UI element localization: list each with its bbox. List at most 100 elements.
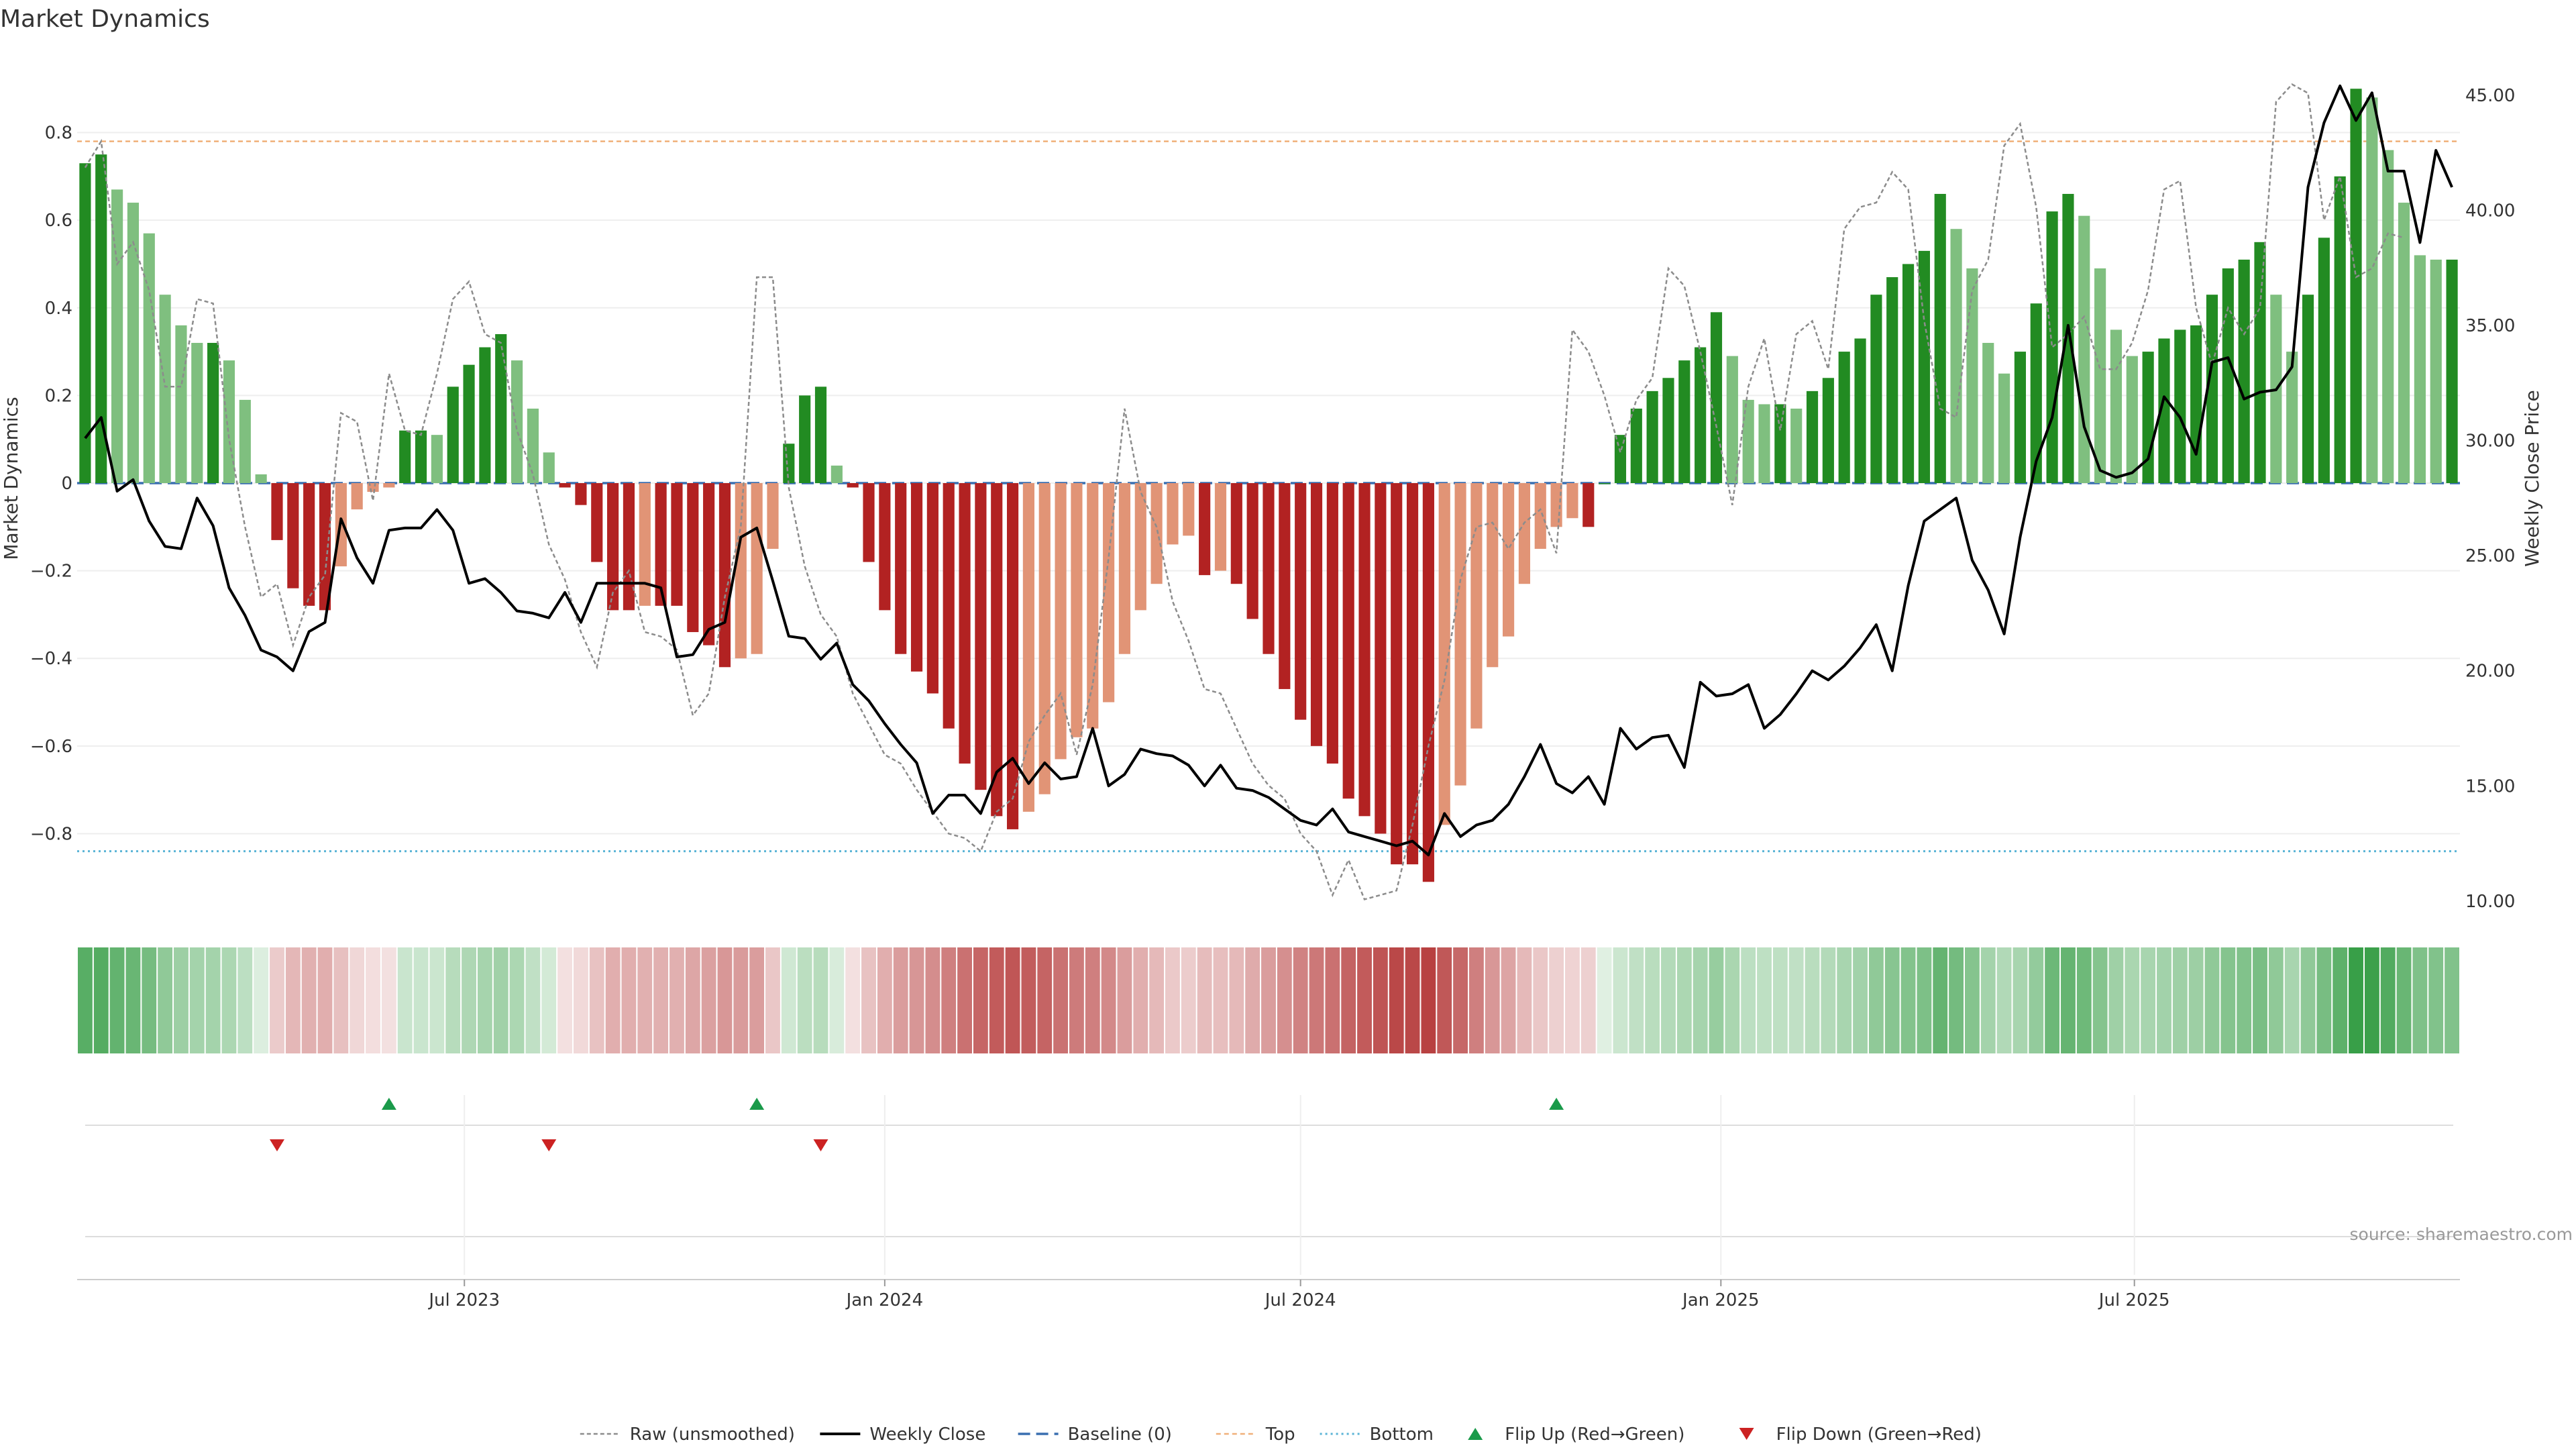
heat-cell-101 (1693, 947, 1708, 1053)
heat-cell-117 (1949, 947, 1964, 1053)
y2-tick-label-7: 45.00 (2465, 86, 2515, 106)
heat-cell-86 (1453, 947, 1468, 1053)
heat-cell-128 (2125, 947, 2140, 1053)
bar-53 (926, 483, 938, 694)
heat-cell-89 (1501, 947, 1516, 1053)
bar-32 (591, 483, 603, 562)
heat-cell-2 (109, 947, 125, 1053)
heat-cell-75 (1277, 947, 1292, 1053)
bar-131 (2174, 329, 2186, 483)
bar-101 (1695, 347, 1707, 483)
bar-59 (1022, 483, 1034, 812)
y-tick-label-8: 0.8 (45, 123, 72, 144)
heat-cell-11 (254, 947, 269, 1053)
bar-86 (1454, 483, 1466, 786)
legend-flip-up-swatch (1468, 1428, 1483, 1440)
heat-cell-121 (2012, 947, 2028, 1053)
y-tick-label-4: 0 (61, 474, 72, 494)
heat-cell-59 (1021, 947, 1036, 1053)
heat-cell-77 (1309, 947, 1324, 1053)
bar-56 (975, 483, 987, 790)
bar-20 (399, 430, 411, 483)
bar-114 (1902, 264, 1915, 483)
heat-cell-93 (1565, 947, 1580, 1053)
heat-cell-39 (701, 947, 716, 1053)
bar-90 (1518, 483, 1531, 584)
heat-cell-104 (1741, 947, 1756, 1053)
bar-92 (1550, 483, 1562, 527)
bar-43 (767, 483, 779, 549)
y2-tick-label-4: 30.00 (2465, 431, 2515, 452)
heat-cell-32 (589, 947, 604, 1053)
bar-39 (703, 483, 715, 645)
bar-148 (2446, 259, 2458, 483)
heat-cell-22 (429, 947, 445, 1053)
bar-109 (1822, 378, 1834, 483)
heat-cell-80 (1357, 947, 1372, 1053)
y-tick-label-6: 0.4 (45, 299, 72, 319)
legend-top-label: Top (1265, 1424, 1295, 1445)
bar-3 (127, 203, 140, 483)
bar-140 (2318, 238, 2330, 483)
heat-cell-72 (1229, 947, 1244, 1053)
bar-66 (1134, 483, 1146, 611)
heat-cell-1 (93, 947, 109, 1053)
heat-cell-115 (1917, 947, 1932, 1053)
bar-4 (143, 233, 155, 483)
heat-cell-134 (2220, 947, 2236, 1053)
bar-142 (2350, 89, 2362, 484)
heat-cell-129 (2141, 947, 2156, 1053)
bar-14 (303, 483, 315, 606)
bar-38 (687, 483, 699, 633)
heat-cell-28 (525, 947, 541, 1053)
legend-flip-down-swatch (1739, 1428, 1754, 1440)
bar-104 (1742, 399, 1754, 483)
bar-127 (2110, 329, 2123, 483)
bar-97 (1630, 408, 1642, 483)
heat-cell-88 (1485, 947, 1500, 1053)
bar-68 (1167, 483, 1179, 545)
heat-cell-135 (2237, 947, 2252, 1053)
heat-cell-118 (1964, 947, 1980, 1053)
x-tick-label-1: Jan 2024 (845, 1290, 924, 1310)
bar-29 (543, 452, 555, 483)
bar-17 (351, 483, 363, 510)
bar-1 (95, 154, 107, 483)
heat-cell-97 (1629, 947, 1644, 1053)
bar-77 (1310, 483, 1323, 746)
bar-60 (1038, 483, 1051, 794)
heat-cell-111 (1853, 947, 1868, 1053)
heat-cell-67 (1149, 947, 1165, 1053)
bar-58 (1006, 483, 1019, 829)
bar-125 (2078, 215, 2090, 483)
heat-cell-4 (142, 947, 157, 1053)
heat-cell-148 (2445, 947, 2459, 1053)
heat-cell-15 (317, 947, 333, 1053)
bar-111 (1854, 338, 1866, 483)
bar-130 (2158, 338, 2170, 483)
x-tick-label-3: Jan 2025 (1681, 1290, 1760, 1310)
legend-flip-up-label: Flip Up (Red→Green) (1505, 1424, 1684, 1445)
heat-cell-60 (1037, 947, 1053, 1053)
bar-63 (1087, 483, 1099, 729)
right-axis-label: Weekly Close Price (2521, 390, 2543, 566)
heat-cell-33 (605, 947, 621, 1053)
heat-cell-48 (845, 947, 861, 1053)
y2-tick-label-2: 20.00 (2465, 662, 2515, 682)
heat-cell-30 (557, 947, 573, 1053)
x-axis-ticks: Jul 2023 Jan 2024 Jul 2024 Jan 2025 Jul 2025 (427, 1095, 2170, 1310)
bar-88 (1487, 483, 1499, 668)
heat-cell-38 (685, 947, 700, 1053)
heat-cell-92 (1549, 947, 1564, 1053)
heat-cell-122 (2029, 947, 2044, 1053)
bar-33 (607, 483, 619, 611)
heat-cell-108 (1805, 947, 1820, 1053)
y-axis-ticks: −0.8 −0.6 −0.4 −0.2 0 0.2 0.4 0.6 0.8 (30, 123, 72, 845)
heat-cell-61 (1053, 947, 1069, 1053)
heat-cell-73 (1245, 947, 1260, 1053)
heat-cell-141 (2332, 947, 2348, 1053)
heat-cell-21 (413, 947, 429, 1053)
bar-82 (1391, 483, 1403, 865)
bar-76 (1295, 483, 1307, 720)
